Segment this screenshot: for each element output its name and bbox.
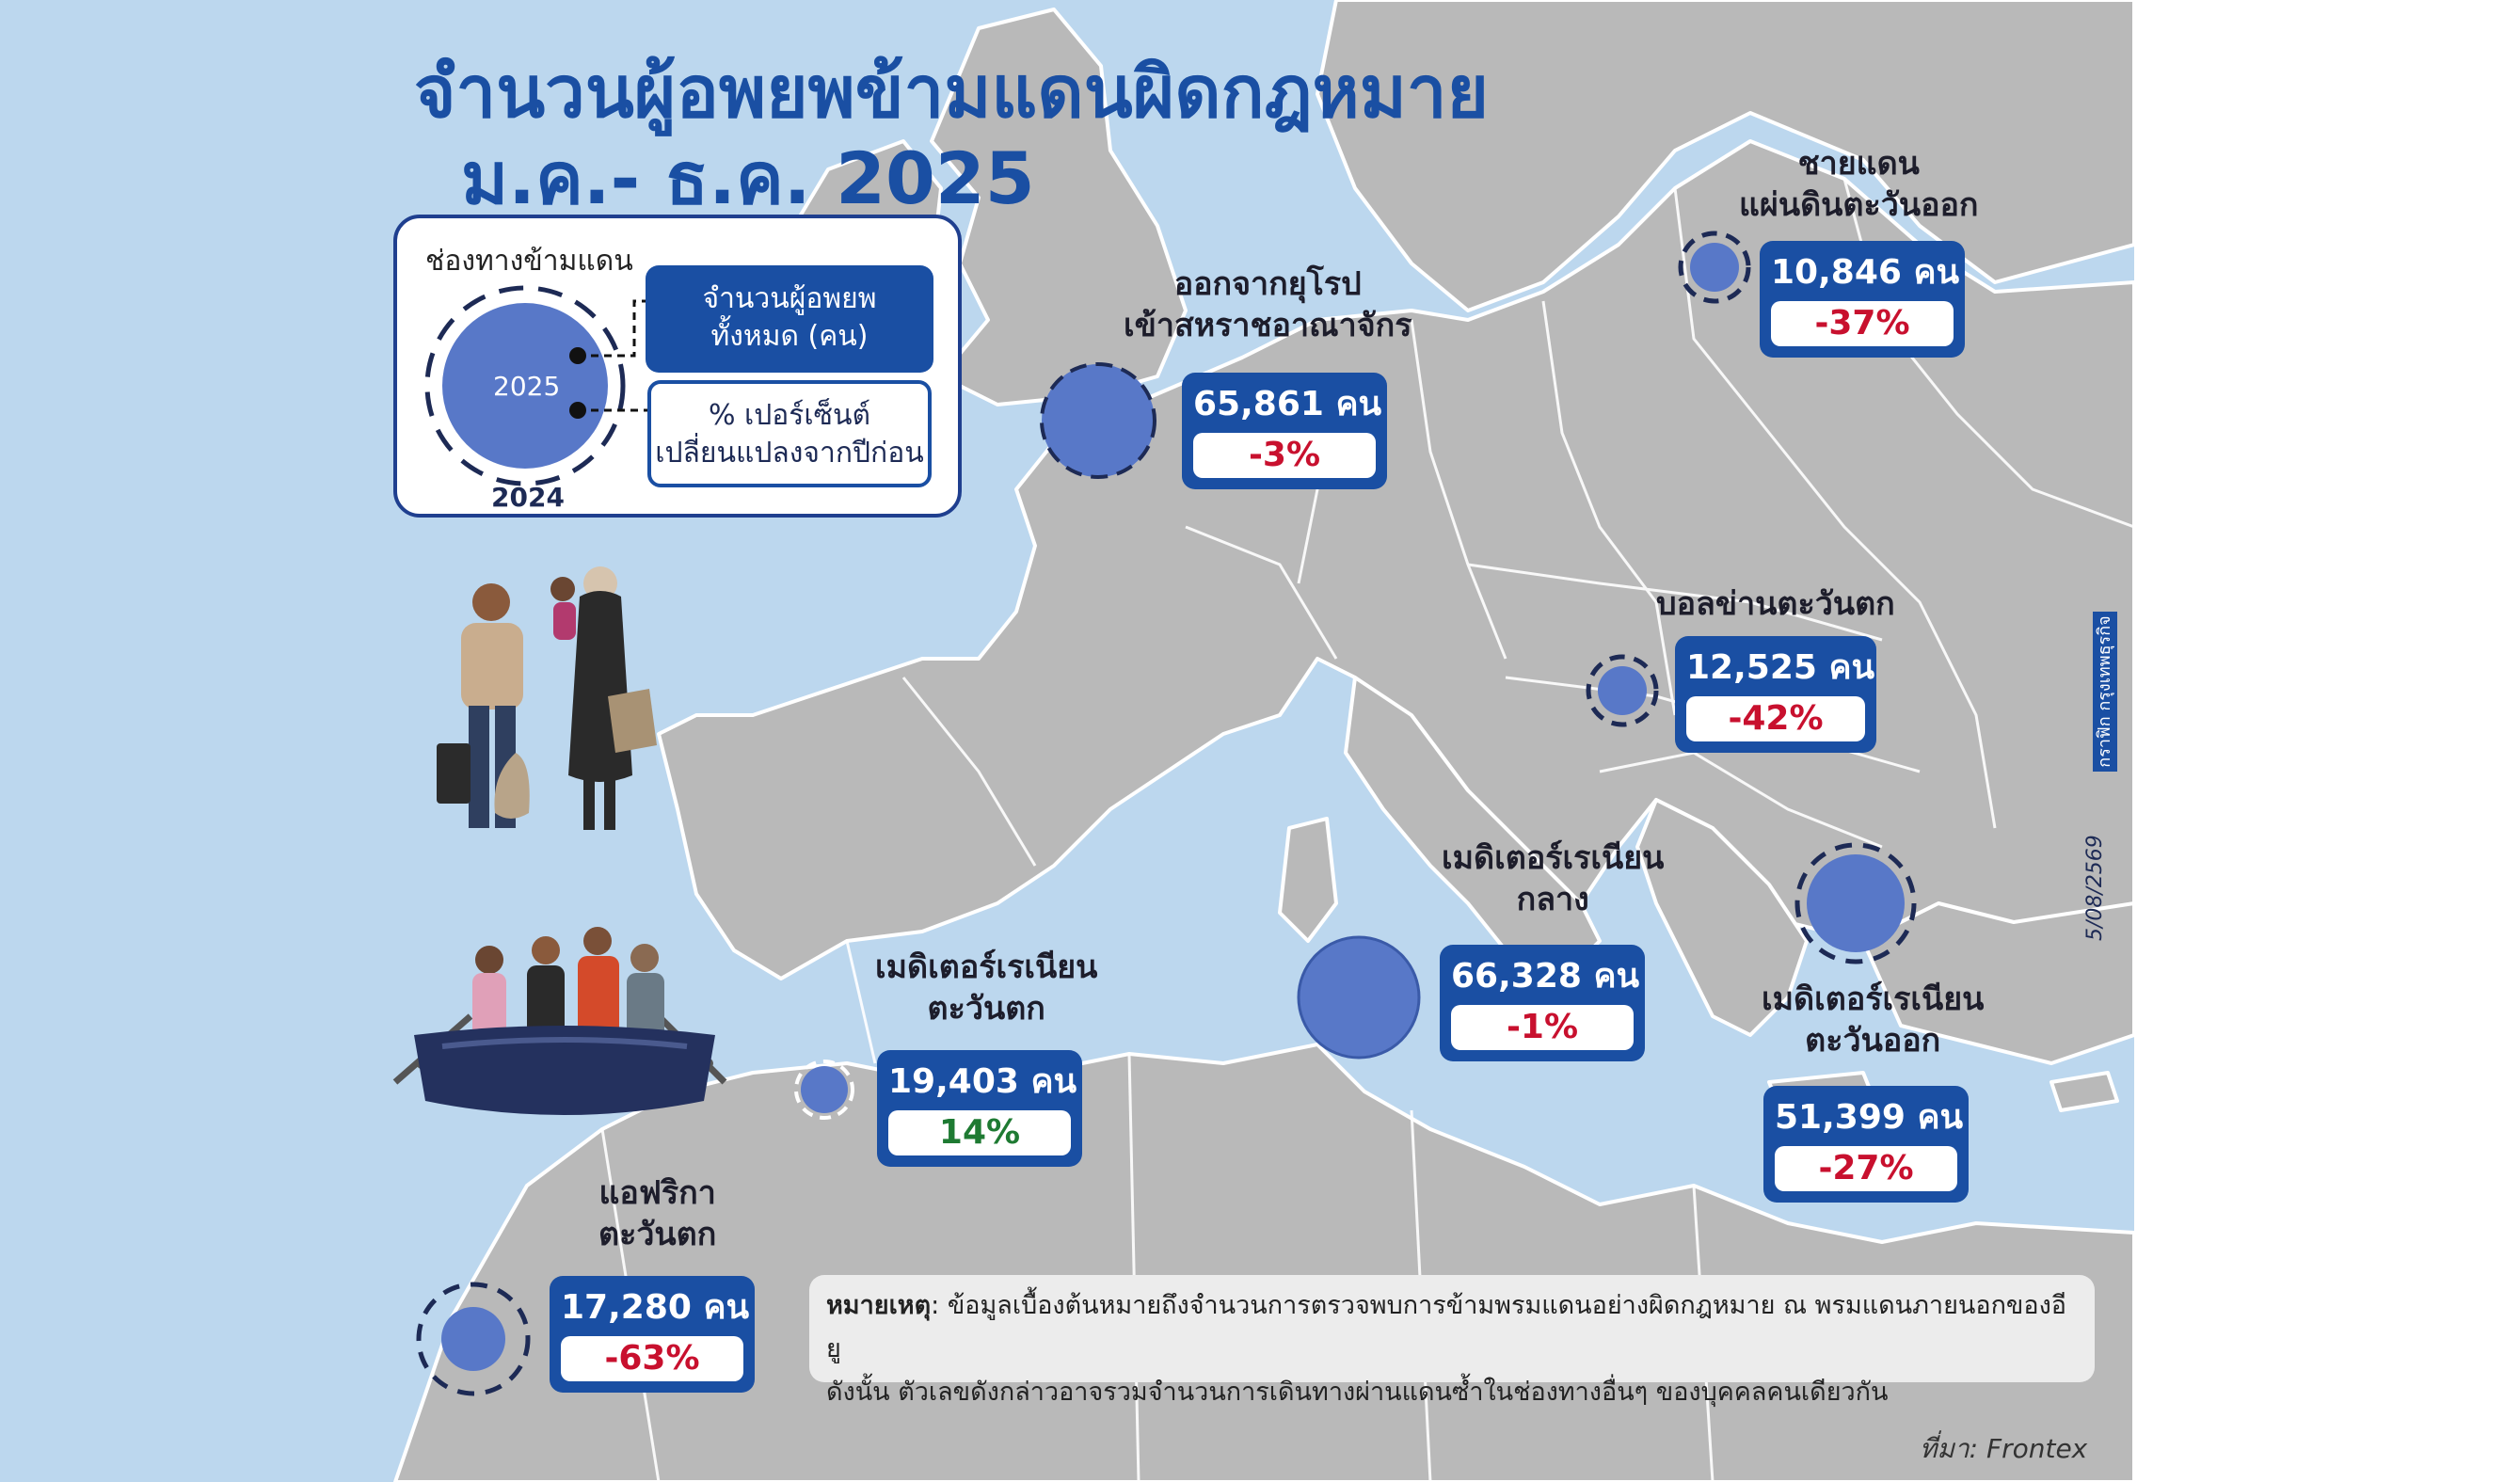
route-label-central-med: เมดิเตอร์เรเนียน กลาง — [1442, 839, 1665, 918]
legend-circle-graphic — [424, 285, 647, 486]
legend-change-line2: เปลี่ยนแปลงจากปีก่อน — [655, 437, 924, 470]
bubble-central-med — [1297, 935, 1421, 1060]
footnote-box: หมายเหตุ: ข้อมูลเบื้องต้นหมายถึงจำนวนการ… — [809, 1275, 2095, 1407]
stat-box-uk: 65,861 คน -3% — [1182, 373, 1387, 489]
legend-year-previous: 2024 — [491, 482, 565, 513]
bubble-west-africa — [416, 1282, 531, 1396]
stat-box-east: 10,846 คน -37% — [1760, 241, 1965, 358]
land-turkey — [1861, 901, 2134, 1065]
stat-count-east-med: 51,399 คน — [1775, 1098, 1964, 1137]
route-label-west-africa: แอฟริกา ตะวันตก — [598, 1174, 717, 1253]
publish-date: 5/08/2569 — [2083, 835, 2107, 941]
stat-change-west-africa: -63% — [561, 1336, 743, 1381]
route-label-west-med: เมดิเตอร์เรเนียน ตะวันตก — [875, 948, 1098, 1028]
land-greece — [1635, 798, 1809, 1037]
legend-total-line2: ทั้งหมด (คน) — [710, 320, 869, 353]
stat-box-west-med: 19,403 คน 14% — [877, 1050, 1082, 1167]
land-cyprus — [2049, 1071, 2119, 1112]
legend-year-current: 2025 — [493, 371, 561, 402]
bubble-west-med — [794, 1060, 854, 1120]
route-label-east: ชายแดน แผ่นดินตะวันออก — [1739, 145, 1979, 224]
legend-heading: ช่องทางข้ามแดน — [425, 245, 633, 278]
stat-change-uk: -3% — [1193, 433, 1376, 478]
legend-box: ช่องทางข้ามแดน 2025 2024 จำนวนผู้อพยพ ทั… — [393, 215, 962, 518]
stat-box-central-med: 66,328 คน -1% — [1440, 945, 1645, 1061]
route-bubbles — [416, 231, 1917, 1396]
stat-change-balkan: -42% — [1686, 696, 1865, 741]
source-credit: ที่มา: Frontex — [1920, 1433, 2088, 1464]
bubble-balkan — [1586, 654, 1659, 727]
legend-total-box: จำนวนผู้อพยพ ทั้งหมด (คน) — [646, 265, 933, 373]
stat-change-west-med: 14% — [888, 1110, 1071, 1155]
route-label-balkan: บอลข่านตะวันตก — [1656, 585, 1895, 623]
stat-change-east: -37% — [1771, 301, 1954, 346]
title-line1: จำนวนผู้อพยพข้ามแดนผิดกฎหมาย — [414, 50, 1490, 134]
migrant-boat-illustration — [392, 927, 727, 1115]
title-line2: ม.ค.- ธ.ค. 2025 — [461, 136, 1035, 220]
land-sardinia — [1278, 817, 1338, 943]
stat-count-uk: 65,861 คน — [1193, 385, 1382, 423]
bubble-east-med — [1794, 842, 1917, 964]
footnote-line1: หมายเหตุ: ข้อมูลเบื้องต้นหมายถึงจำนวนการ… — [826, 1291, 2067, 1363]
legend-change-box: % เปอร์เซ็นต์ เปลี่ยนแปลงจากปีก่อน — [647, 380, 932, 487]
footnote-label: หมายเหตุ — [826, 1291, 932, 1320]
legend-total-line1: จำนวนผู้อพยพ — [702, 282, 877, 315]
footnote-line2: ดังนั้น ตัวเลขดังกล่าวอาจรวมจำนวนการเดิน… — [826, 1378, 1889, 1407]
stat-count-balkan: 12,525 คน — [1686, 648, 1875, 687]
legend-change-line1: % เปอร์เซ็นต์ — [708, 399, 871, 432]
bubble-uk — [1040, 362, 1156, 479]
stat-box-east-med: 51,399 คน -27% — [1763, 1086, 1969, 1203]
stat-change-east-med: -27% — [1775, 1146, 1957, 1191]
stat-count-west-med: 19,403 คน — [888, 1062, 1077, 1101]
bubble-east — [1678, 231, 1751, 304]
migrant-family-illustration — [437, 566, 657, 830]
stat-box-west-africa: 17,280 คน -63% — [550, 1276, 755, 1393]
stat-count-west-africa: 17,280 คน — [561, 1288, 750, 1327]
stat-box-balkan: 12,525 คน -42% — [1675, 636, 1876, 753]
stat-change-central-med: -1% — [1451, 1005, 1634, 1050]
stat-count-central-med: 66,328 คน — [1451, 957, 1640, 996]
route-label-uk: ออกจากยุโรป เข้าสหราชอาณาจักร — [1124, 265, 1412, 344]
publisher-badge: กราฟิก กรุงเทพธุรกิจ — [2093, 612, 2117, 772]
land-scandinavia — [1316, 0, 2134, 312]
stat-count-east: 10,846 คน — [1771, 253, 1960, 292]
route-label-east-med: เมดิเตอร์เรเนียน ตะวันออก — [1762, 980, 1985, 1060]
